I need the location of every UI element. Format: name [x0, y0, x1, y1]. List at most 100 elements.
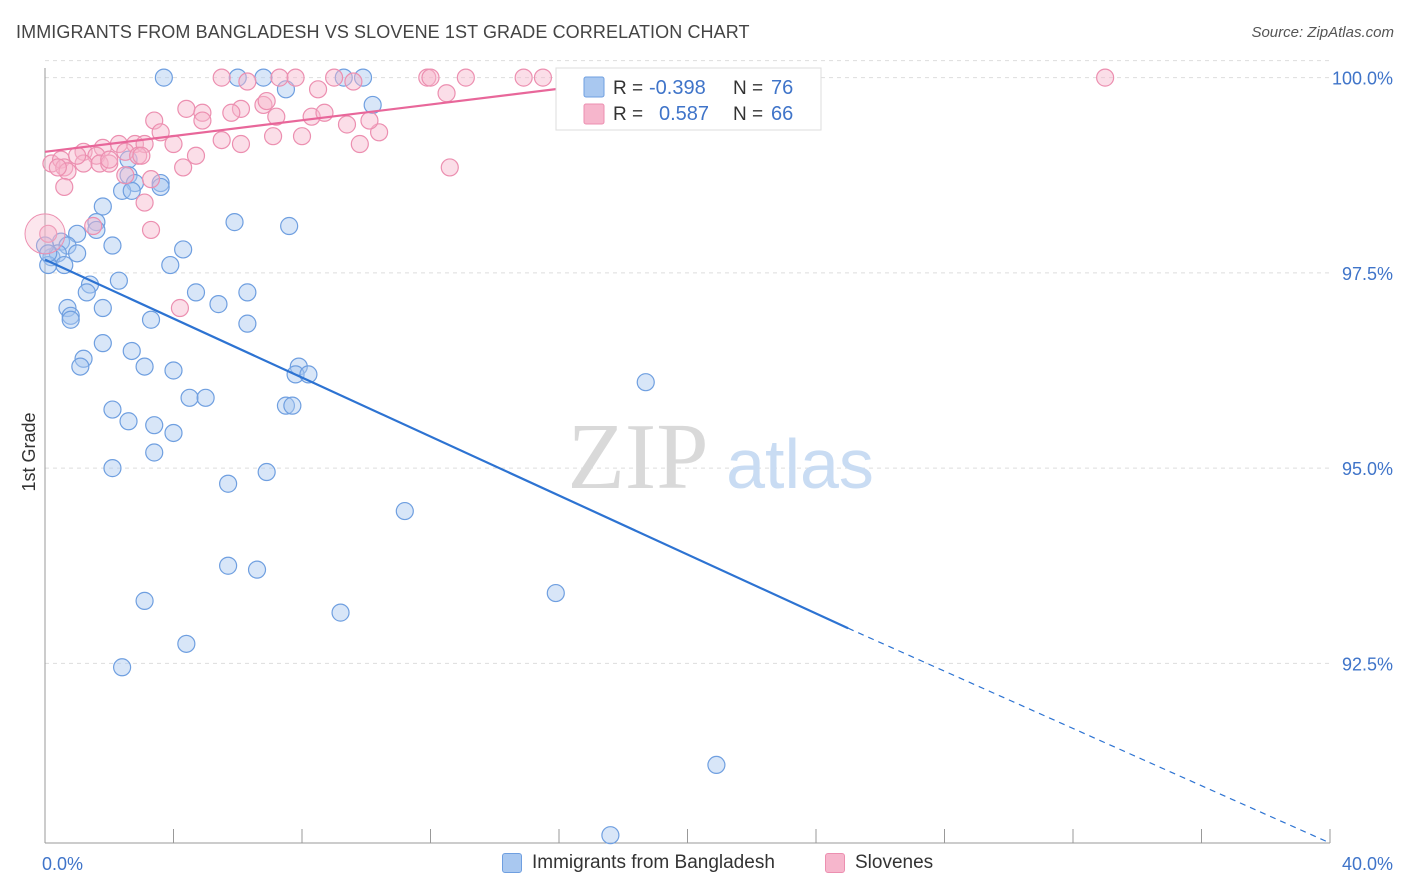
data-point — [363, 95, 382, 115]
x-tick-label: 40.0% — [1342, 854, 1393, 874]
data-point — [177, 99, 196, 118]
data-point — [337, 115, 357, 134]
legend-bottom: Immigrants from Bangladesh Slovenes — [0, 852, 1406, 878]
legend-inset-n-value-2: 66 — [771, 103, 793, 125]
data-point — [1096, 68, 1115, 87]
y-tick-label: 92.5% — [1342, 654, 1393, 674]
data-point — [257, 462, 276, 482]
data-point — [276, 396, 296, 415]
legend-item-slovenes[interactable]: Slovenes — [825, 852, 933, 874]
data-point — [292, 127, 312, 146]
data-point — [93, 334, 112, 353]
data-point — [186, 283, 206, 302]
chart-title: IMMIGRANTS FROM BANGLADESH VS SLOVENE 1S… — [16, 22, 750, 42]
data-point — [174, 240, 193, 259]
y-tick-label: 97.5% — [1342, 264, 1393, 284]
trend-line-bangladesh — [44, 258, 849, 630]
data-point — [238, 314, 257, 333]
data-point — [170, 298, 190, 318]
data-point — [238, 72, 257, 91]
data-point — [344, 72, 363, 91]
data-point — [122, 181, 141, 200]
data-point — [132, 146, 151, 165]
legend-inset-n-value-1: 76 — [771, 77, 793, 99]
data-point — [103, 459, 122, 478]
data-point — [68, 146, 87, 165]
data-point — [334, 68, 353, 87]
data-point — [77, 283, 96, 302]
data-point — [325, 68, 344, 87]
y-tick-label: 100.0% — [1332, 69, 1393, 89]
data-point — [331, 603, 350, 622]
data-point — [135, 357, 154, 376]
series-bangladesh-points — [35, 68, 726, 845]
data-point — [247, 560, 267, 579]
data-point — [209, 295, 228, 314]
data-point — [71, 357, 90, 376]
data-point — [270, 68, 289, 87]
data-point — [370, 123, 389, 142]
data-point — [48, 158, 67, 177]
data-point — [39, 224, 58, 243]
data-point — [283, 396, 302, 415]
data-point — [254, 68, 273, 87]
data-point — [164, 134, 183, 154]
data-point — [308, 80, 328, 99]
data-point — [61, 306, 80, 325]
legend-inset-r-value-1: -0.398 — [649, 77, 706, 99]
data-point — [456, 68, 475, 87]
data-point — [145, 111, 164, 130]
legend-inset-swatch-blue — [583, 76, 605, 98]
data-point — [161, 255, 180, 275]
data-point — [68, 224, 87, 243]
watermark-atlas: atlas — [726, 425, 874, 503]
tick-labels: 92.5% 95.0% 97.5% 100.0% 0.0% 40.0% — [42, 69, 1393, 874]
data-point — [135, 193, 154, 212]
data-point — [267, 107, 286, 126]
data-point — [141, 310, 161, 329]
legend-swatch-slovenes — [825, 853, 845, 873]
data-point — [180, 388, 199, 407]
data-point — [164, 361, 183, 380]
data-point — [395, 501, 414, 521]
data-point — [119, 412, 138, 431]
y-axis-label: 1st Grade — [19, 412, 39, 491]
data-point — [238, 283, 257, 302]
legend-inset-r-label-2: R = — [613, 104, 643, 125]
data-point — [141, 220, 161, 240]
y-tick-label: 95.0% — [1342, 459, 1393, 479]
data-point — [145, 443, 164, 462]
data-point — [707, 755, 726, 775]
data-point — [103, 400, 122, 419]
data-point — [225, 213, 244, 232]
legend-inset-n-label-2: N = — [733, 104, 763, 125]
data-point — [601, 826, 620, 845]
data-point — [228, 68, 247, 87]
data-point — [84, 216, 103, 236]
data-point — [112, 181, 132, 200]
data-point — [212, 68, 231, 87]
series-slovenes-points — [24, 68, 1115, 318]
data-point — [100, 154, 119, 173]
legend-swatch-bangladesh — [502, 853, 522, 873]
watermark-zip: ZIP — [568, 405, 709, 509]
legend-inset: R = -0.398 N = 76 R = 0.587 N = 66 — [555, 67, 822, 131]
data-point — [55, 177, 74, 197]
data-point — [141, 170, 161, 189]
data-point — [61, 310, 80, 329]
watermark: ZIP atlas — [568, 405, 874, 509]
data-point — [546, 583, 565, 603]
data-point — [350, 134, 369, 154]
source-label: Source: ZipAtlas.com — [1251, 24, 1394, 41]
data-point — [533, 68, 553, 87]
data-point — [58, 162, 77, 181]
legend-item-bangladesh[interactable]: Immigrants from Bangladesh — [502, 852, 775, 874]
data-point — [93, 298, 112, 318]
data-point — [231, 99, 251, 118]
legend-inset-r-label-1: R = — [613, 78, 643, 99]
data-point — [212, 131, 231, 150]
data-point — [90, 154, 109, 173]
legend-inset-swatch-pink — [583, 103, 605, 125]
data-point — [116, 166, 135, 185]
